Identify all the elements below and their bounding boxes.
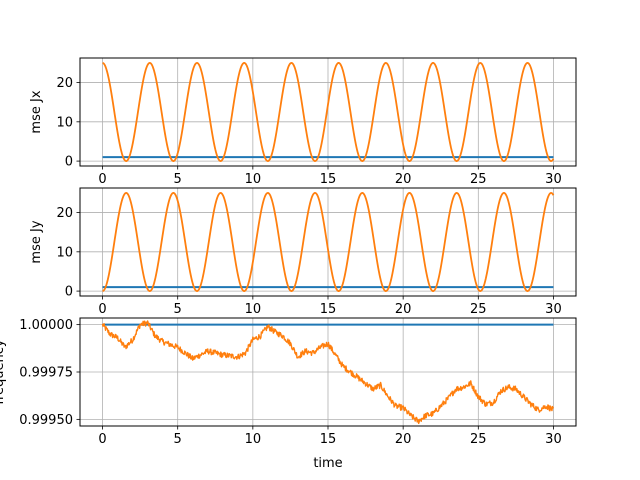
- y-tick-label: 10: [56, 245, 73, 260]
- x-tick-label: 5: [174, 432, 182, 447]
- x-tick-label: 15: [320, 302, 337, 317]
- subplot-1: 0 5 10 15 20 25 30 0 10 20 mse Jx: [29, 57, 577, 187]
- x-tick-label: 25: [470, 172, 487, 187]
- y-tick-label: 10: [56, 115, 73, 130]
- y-tick-label: 0.99950: [19, 413, 73, 428]
- x-tick-label: 30: [545, 172, 562, 187]
- subplot-3-xlabel: time: [313, 456, 342, 471]
- subplot-1-ticks: 0 5 10 15 20 25 30 0 10 20: [56, 76, 561, 187]
- subplot-3-ticks: 0 5 10 15 20 25 30 0.99950 0.99975 1.00000: [19, 318, 561, 447]
- x-tick-label: 15: [320, 172, 337, 187]
- x-tick-label: 0: [98, 432, 106, 447]
- series-line-orange: [101, 320, 555, 425]
- x-tick-label: 0: [98, 172, 106, 187]
- subplot-1-series: [102, 62, 555, 162]
- x-tick-label: 30: [545, 432, 562, 447]
- y-tick-label: 0: [65, 285, 73, 300]
- subplot-2-ticks: 0 5 10 15 20 25 30 0 10 20: [56, 206, 561, 317]
- series-line-orange: [102, 192, 555, 292]
- series-line-orange: [102, 62, 555, 162]
- y-tick-label: 20: [56, 206, 73, 221]
- x-tick-label: 10: [245, 302, 262, 317]
- y-tick-label: 1.00000: [19, 318, 73, 333]
- x-tick-label: 5: [174, 172, 182, 187]
- x-tick-label: 0: [98, 302, 106, 317]
- subplot-2-series: [102, 192, 555, 292]
- subplot-1-ylabel: mse Jx: [29, 90, 44, 133]
- x-tick-label: 20: [395, 432, 412, 447]
- x-tick-label: 10: [245, 172, 262, 187]
- subplot-3: 0 5 10 15 20 25 30 0.99950 0.99975 1.00000 freque…: [0, 317, 577, 471]
- x-tick-label: 10: [245, 432, 262, 447]
- subplot-2-ylabel: mse Jy: [29, 220, 44, 263]
- x-tick-label: 30: [545, 302, 562, 317]
- x-tick-label: 25: [470, 302, 487, 317]
- x-tick-label: 15: [320, 432, 337, 447]
- subplot-2: 0 5 10 15 20 25 30 0 10 20 mse Jy: [29, 187, 577, 317]
- x-tick-label: 20: [395, 172, 412, 187]
- y-tick-label: 0.99975: [19, 366, 73, 381]
- x-tick-label: 20: [395, 302, 412, 317]
- y-tick-label: 20: [56, 76, 73, 91]
- subplot-3-series: [101, 320, 555, 425]
- y-tick-label: 0: [65, 155, 73, 170]
- subplot-3-ylabel: frequency: [0, 339, 7, 405]
- x-tick-label: 5: [174, 302, 182, 317]
- x-tick-label: 25: [470, 432, 487, 447]
